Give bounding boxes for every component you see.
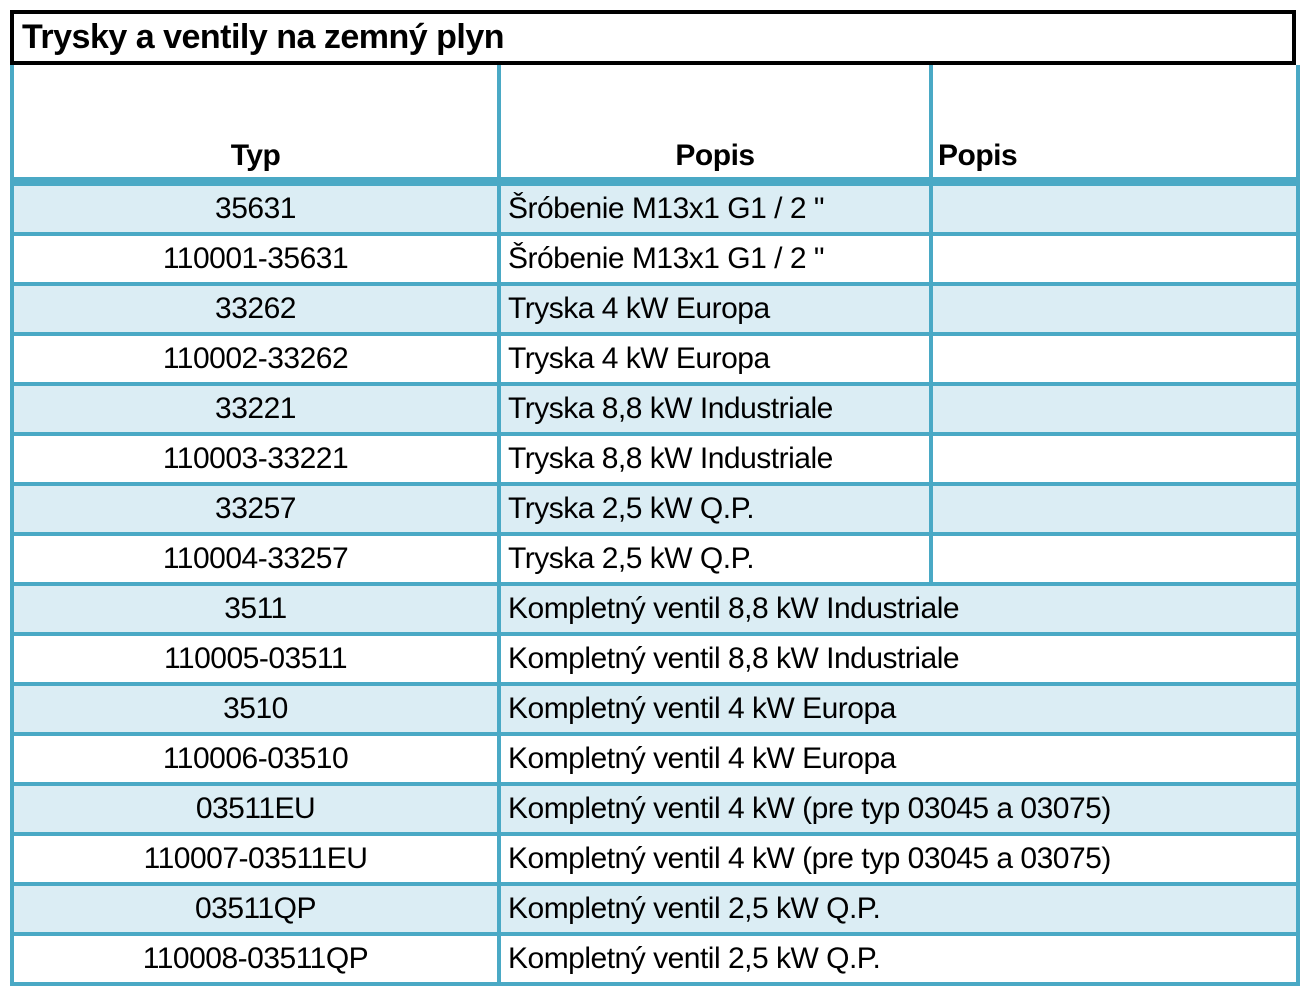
typ-cell: 33221 [10,382,501,436]
popis-cell: Tryska 8,8 kW Industriale [497,382,933,436]
table-row: 03511QP Kompletný ventil 2,5 kW Q.P. [10,882,1300,936]
table-row: 110002-33262 Tryska 4 kW Europa [10,332,1300,386]
table-row: 33221 Tryska 8,8 kW Industriale [10,382,1300,436]
table-row: 110006-03510 Kompletný ventil 4 kW Europa [10,732,1300,786]
table-body: 35631 Šróbenie M13x1 G1 / 2 " 110001-35631… [10,179,1300,986]
typ-cell: 03511QP [10,882,501,936]
table-row: 110003-33221 Tryska 8,8 kW Industriale [10,432,1300,486]
typ-cell: 33257 [10,482,501,536]
table-row: 3510 Kompletný ventil 4 kW Europa [10,682,1300,736]
typ-cell: 35631 [10,179,501,236]
popis2-cell [929,432,1300,486]
products-table: Typ Popis Popis 35631 Šróbenie M13x1 G1 /… [10,65,1300,986]
header-popis-2: Popis [929,65,1300,186]
table-row: 110004-33257 Tryska 2,5 kW Q.P. [10,532,1300,586]
document-page: Trysky a ventily na zemný plyn Typ Popis… [10,10,1300,986]
typ-cell: 110005-03511 [10,632,501,686]
table-title: Trysky a ventily na zemný plyn [22,18,505,56]
table-row: 33262 Tryska 4 kW Europa [10,282,1300,336]
typ-cell: 33262 [10,282,501,336]
popis-cell: Tryska 2,5 kW Q.P. [497,532,933,586]
popis-cell: Tryska 4 kW Europa [497,332,933,386]
header-row: Typ Popis Popis [10,65,1300,186]
popis-cell: Tryska 4 kW Europa [497,282,933,336]
popis2-cell [929,282,1300,336]
typ-cell: 3510 [10,682,501,736]
popis-cell: Kompletný ventil 4 kW Europa [497,682,1300,736]
table-row: 35631 Šróbenie M13x1 G1 / 2 " [10,179,1300,236]
typ-cell: 110007-03511EU [10,832,501,886]
table-row: 110007-03511EU Kompletný ventil 4 kW (pre… [10,832,1300,886]
table-row: 03511EU Kompletný ventil 4 kW (pre typ 03… [10,782,1300,836]
popis2-cell [929,332,1300,386]
typ-cell: 110001-35631 [10,232,501,286]
popis-cell: Kompletný ventil 4 kW (pre typ 03045 a 0… [497,782,1300,836]
popis-cell: Tryska 2,5 kW Q.P. [497,482,933,536]
table-row: 3511 Kompletný ventil 8,8 kW Industriale [10,582,1300,636]
popis2-cell [929,532,1300,586]
popis2-cell [929,382,1300,436]
typ-cell: 110002-33262 [10,332,501,386]
popis2-cell [929,179,1300,236]
popis-cell: Šróbenie M13x1 G1 / 2 " [497,179,933,236]
popis-cell: Kompletný ventil 8,8 kW Industriale [497,582,1300,636]
popis2-cell [929,482,1300,536]
popis-cell: Tryska 8,8 kW Industriale [497,432,933,486]
typ-cell: 03511EU [10,782,501,836]
popis-cell: Kompletný ventil 4 kW (pre typ 03045 a 0… [497,832,1300,886]
header-popis: Popis [497,65,933,186]
table-row: 110008-03511QP Kompletný ventil 2,5 kW Q.… [10,932,1300,986]
popis2-cell [929,232,1300,286]
table-row: 33257 Tryska 2,5 kW Q.P. [10,482,1300,536]
popis-cell: Kompletný ventil 4 kW Europa [497,732,1300,786]
typ-cell: 110006-03510 [10,732,501,786]
popis-cell: Kompletný ventil 2,5 kW Q.P. [497,882,1300,936]
popis-cell: Kompletný ventil 8,8 kW Industriale [497,632,1300,686]
header-typ: Typ [10,65,501,186]
table-title-bar: Trysky a ventily na zemný plyn [10,10,1296,65]
typ-cell: 110004-33257 [10,532,501,586]
typ-cell: 3511 [10,582,501,636]
table-row: 110001-35631 Šróbenie M13x1 G1 / 2 " [10,232,1300,286]
popis-cell: Šróbenie M13x1 G1 / 2 " [497,232,933,286]
table-row: 110005-03511 Kompletný ventil 8,8 kW Indu… [10,632,1300,686]
typ-cell: 110003-33221 [10,432,501,486]
popis-cell: Kompletný ventil 2,5 kW Q.P. [497,932,1300,986]
typ-cell: 110008-03511QP [10,932,501,986]
